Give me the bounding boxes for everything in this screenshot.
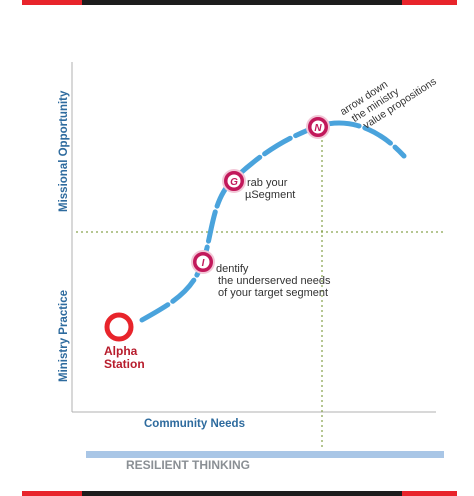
identify-text-line3: of your target segment — [218, 287, 329, 299]
y-axis-bottom-label: Ministry Practice — [58, 289, 70, 382]
bottom-accent-bar-right — [402, 491, 457, 496]
top-accent-bar-dark — [82, 0, 402, 5]
top-accent-bar-right — [402, 0, 457, 5]
identify-node: I — [191, 250, 215, 274]
alpha-station-line1: Alpha — [104, 344, 138, 358]
alpha-station-line2: Station — [104, 357, 145, 371]
grab-node-letter: G — [230, 177, 238, 188]
identify-node-letter: I — [202, 258, 205, 269]
footer-band — [86, 451, 444, 458]
x-axis-label: Community Needs — [144, 418, 245, 430]
narrow-node-letter: N — [314, 123, 322, 134]
footer-text: RESILIENT THINKING — [126, 458, 251, 472]
grab-node: G — [222, 169, 246, 193]
grab-text-line1: rab your — [247, 177, 288, 189]
narrow-node: N — [306, 115, 330, 139]
top-accent-bar — [22, 0, 82, 5]
identify-text-line1: dentify — [216, 263, 249, 275]
grab-text-line2: µSegment — [245, 189, 296, 201]
identify-text-line2: the underserved needs — [218, 275, 331, 287]
bottom-accent-bar-dark — [82, 491, 402, 496]
alpha-station-label: Alpha Station — [104, 345, 145, 371]
alpha-station-node — [104, 312, 134, 342]
y-axis-top-label: Missional Opportunity — [58, 90, 70, 212]
bottom-accent-bar — [22, 491, 82, 496]
